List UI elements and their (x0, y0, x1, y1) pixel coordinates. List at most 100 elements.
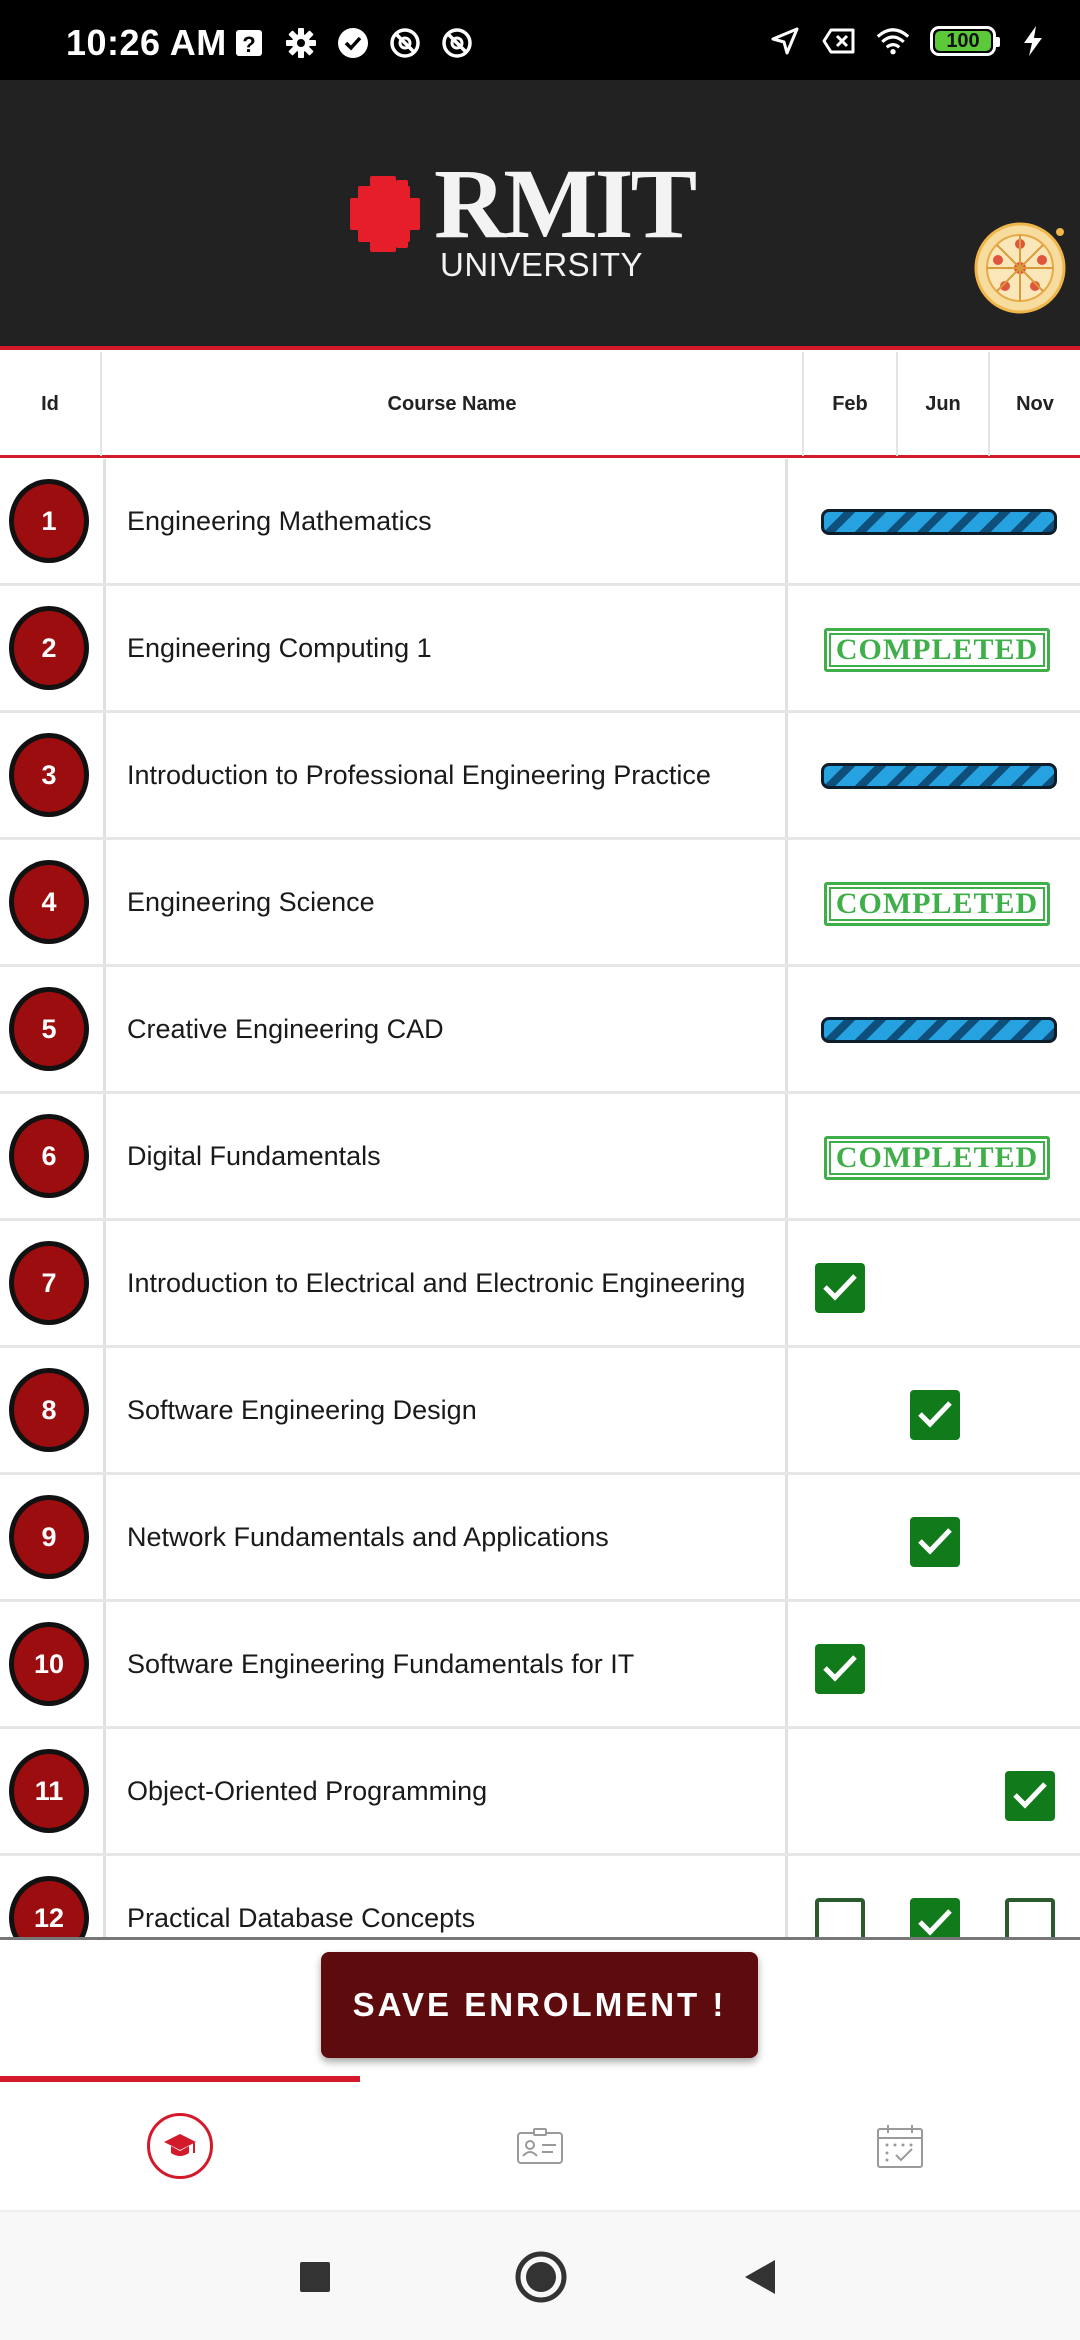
status-cell (791, 713, 1080, 837)
location-arrow-icon (768, 24, 802, 58)
course-name: Software Engineering Design (106, 1348, 788, 1472)
no-sim-icon (388, 26, 422, 60)
course-name: Engineering Science (106, 840, 788, 964)
recents-square-icon (300, 2262, 330, 2292)
table-row: 2 Engineering Computing 1 COMPLETED (0, 586, 1080, 713)
battery-fill (935, 31, 991, 51)
table-row: 12 Practical Database Concepts (0, 1856, 1080, 1937)
course-id-badge: 5 (9, 987, 89, 1071)
course-table[interactable]: 1 Engineering Mathematics 2 Engineering … (0, 459, 1080, 1937)
course-id-badge: 2 (9, 606, 89, 690)
column-header-id: Id (0, 352, 102, 456)
app-header: RMIT UNIVERSITY (0, 80, 1080, 350)
course-id-badge: 7 (9, 1241, 89, 1325)
table-row: 7 Introduction to Electrical and Electro… (0, 1221, 1080, 1348)
in-progress-bar (821, 509, 1057, 535)
back-button[interactable] (725, 2242, 795, 2312)
id-cell: 11 (0, 1729, 106, 1853)
course-name: Engineering Computing 1 (106, 586, 788, 710)
jun-checkbox-checked[interactable] (910, 1390, 960, 1440)
status-cell (791, 1348, 1080, 1472)
id-cell: 8 (0, 1348, 106, 1472)
feb-checkbox-checked[interactable] (815, 1644, 865, 1694)
id-cell: 9 (0, 1475, 106, 1599)
nov-checkbox-unchecked[interactable] (1005, 1898, 1055, 1937)
column-header-jun: Jun (898, 352, 990, 456)
tab-student-card[interactable] (360, 2082, 720, 2210)
column-header-course-name: Course Name (102, 352, 804, 456)
active-tab-ring (147, 2113, 213, 2179)
id-card-icon (517, 2128, 563, 2164)
feb-checkbox-checked[interactable] (815, 1263, 865, 1313)
status-cell (791, 1221, 1080, 1345)
active-tab-indicator (0, 2076, 360, 2082)
column-header-feb: Feb (804, 352, 898, 456)
rmit-logo: RMIT UNIVERSITY (348, 154, 697, 284)
course-id-badge: 9 (9, 1495, 89, 1579)
table-row: 9 Network Fundamentals and Applications (0, 1475, 1080, 1602)
battery-icon: 100 (930, 26, 1000, 56)
feb-checkbox-unchecked[interactable] (815, 1898, 865, 1937)
course-name: Digital Fundamentals (106, 1094, 788, 1218)
nov-checkbox-checked[interactable] (1005, 1771, 1055, 1821)
course-name: Object-Oriented Programming (106, 1729, 788, 1853)
charging-bolt-icon (1016, 24, 1050, 58)
status-cell: COMPLETED (791, 840, 1080, 964)
status-notification-icons: ? (232, 26, 474, 60)
id-cell: 7 (0, 1221, 106, 1345)
jun-checkbox-checked[interactable] (910, 1517, 960, 1567)
course-id-badge: 12 (9, 1876, 89, 1937)
header-divider (0, 346, 1080, 350)
calendar-check-icon (877, 2125, 923, 2168)
bottom-navigation (0, 2072, 1080, 2212)
table-row: 5 Creative Engineering CAD (0, 967, 1080, 1094)
course-name: Engineering Mathematics (106, 459, 788, 583)
in-progress-bar (821, 763, 1057, 789)
status-bar: 10:26 AM ? 100 (0, 0, 1080, 80)
tab-courses[interactable] (0, 2082, 360, 2210)
logo-title: RMIT (434, 148, 697, 259)
id-cell: 2 (0, 586, 106, 710)
column-header-nov: Nov (1016, 392, 1054, 415)
completed-stamp: COMPLETED (824, 628, 1050, 672)
course-id-badge: 6 (9, 1114, 89, 1198)
status-cell (791, 1856, 1080, 1937)
table-row: 10 Software Engineering Fundamentals for… (0, 1602, 1080, 1729)
status-cell (791, 1729, 1080, 1853)
id-cell: 3 (0, 713, 106, 837)
table-row: 8 Software Engineering Design (0, 1348, 1080, 1475)
course-name: Creative Engineering CAD (106, 967, 788, 1091)
status-cell (791, 1602, 1080, 1726)
status-system-icons: 100 (768, 24, 1050, 58)
wifi-icon (876, 24, 910, 58)
pizza-avatar-icon[interactable] (972, 220, 1068, 316)
in-progress-bar (821, 1017, 1057, 1043)
status-cell: COMPLETED (791, 1094, 1080, 1218)
jun-checkbox-checked[interactable] (910, 1898, 960, 1937)
tab-timetable[interactable] (720, 2082, 1080, 2210)
save-enrolment-button[interactable]: SAVE ENROLMENT ! (321, 1952, 758, 2058)
course-id-badge: 1 (9, 479, 89, 563)
home-button[interactable] (506, 2242, 576, 2312)
course-name: Introduction to Professional Engineering… (106, 713, 788, 837)
course-id-badge: 4 (9, 860, 89, 944)
recents-button[interactable] (280, 2242, 350, 2312)
no-sim-icon (440, 26, 474, 60)
id-cell: 5 (0, 967, 106, 1091)
rmit-pixel-mark-icon (350, 176, 420, 252)
completed-stamp: COMPLETED (824, 882, 1050, 926)
course-id-badge: 11 (9, 1749, 89, 1833)
graduation-cap-icon (164, 2134, 196, 2156)
table-row: 11 Object-Oriented Programming (0, 1729, 1080, 1856)
course-name: Practical Database Concepts (106, 1856, 788, 1937)
course-name: Network Fundamentals and Applications (106, 1475, 788, 1599)
table-bottom-divider (0, 1937, 1080, 1940)
course-id-badge: 10 (9, 1622, 89, 1706)
course-name: Software Engineering Fundamentals for IT (106, 1602, 788, 1726)
status-cell (791, 1475, 1080, 1599)
table-row: 1 Engineering Mathematics (0, 459, 1080, 586)
id-cell: 1 (0, 459, 106, 583)
svg-text:?: ? (242, 32, 255, 57)
course-id-badge: 8 (9, 1368, 89, 1452)
table-row: 4 Engineering Science COMPLETED (0, 840, 1080, 967)
